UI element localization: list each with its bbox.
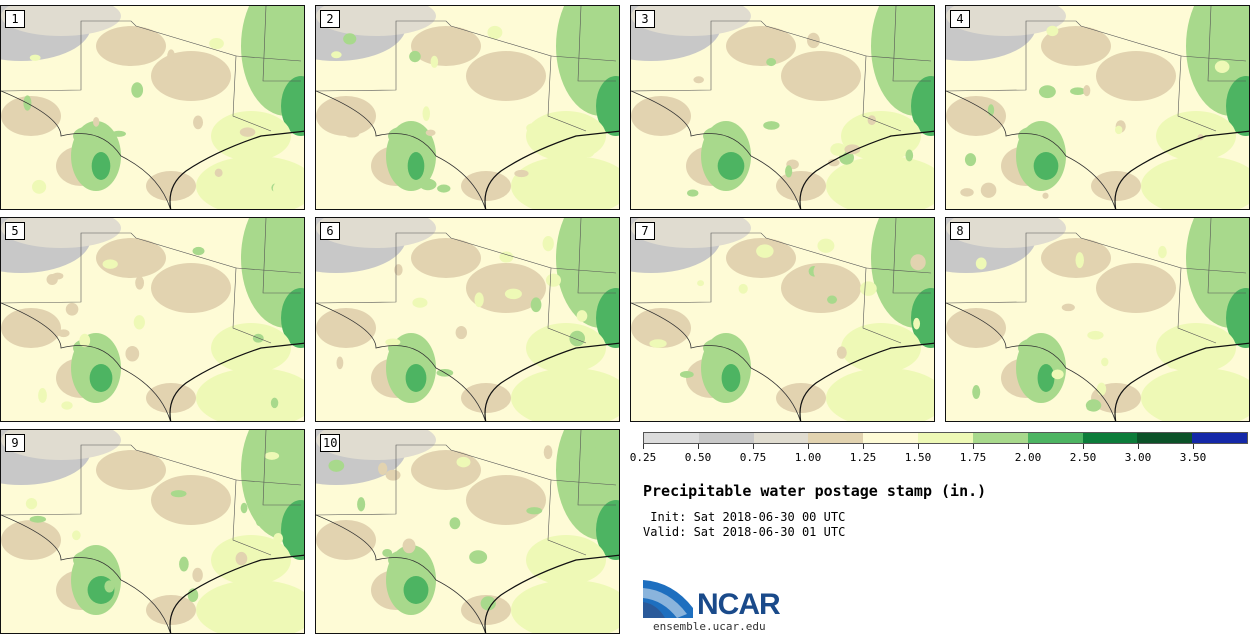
colorbar-tick xyxy=(918,444,919,449)
postage-stamp-panel: 4 xyxy=(945,5,1250,210)
colorbar-swatch xyxy=(698,433,754,443)
colorbar-tick-label: 0.75 xyxy=(739,451,767,464)
colorbar-tick-label: 0.50 xyxy=(684,451,712,464)
colorbar-tick xyxy=(1028,444,1029,449)
colorbar-tick-label: 1.25 xyxy=(849,451,877,464)
valid-time: Valid: Sat 2018-06-30 01 UTC xyxy=(643,525,846,539)
panel-number: 4 xyxy=(950,10,970,28)
colorbar-swatch xyxy=(808,433,864,443)
panel-number: 2 xyxy=(320,10,340,28)
colorbar-tick-label: 3.00 xyxy=(1124,451,1152,464)
colorbar-tick xyxy=(1193,444,1194,449)
panel-number: 10 xyxy=(320,434,341,452)
colorbar-tick-label: 2.50 xyxy=(1069,451,1097,464)
postage-stamp-panel: 9 xyxy=(0,429,305,634)
postage-stamp-panel: 5 xyxy=(0,217,305,422)
postage-stamp-panel: 6 xyxy=(315,217,620,422)
panel-number: 9 xyxy=(5,434,25,452)
init-time: Init: Sat 2018-06-30 00 UTC xyxy=(643,510,846,524)
colorbar-tick-label: 1.00 xyxy=(794,451,822,464)
colorbar-swatch xyxy=(972,433,1028,443)
colorbar-swatch xyxy=(918,433,973,443)
logo-url[interactable]: ensemble.ucar.edu xyxy=(653,620,766,633)
postage-stamp-panel: 7 xyxy=(630,217,935,422)
postage-stamp-panel: 10 xyxy=(315,429,620,634)
colorbar-tick-label: 3.50 xyxy=(1179,451,1207,464)
panel-number: 1 xyxy=(5,10,25,28)
colorbar-tick-label: 2.00 xyxy=(1014,451,1042,464)
colorbar-swatch xyxy=(1027,433,1083,443)
colorbar-tick xyxy=(643,444,644,449)
colorbar-tick xyxy=(753,444,754,449)
colorbar-tick-label: 0.25 xyxy=(629,451,657,464)
colorbar-swatch xyxy=(753,433,809,443)
colorbar xyxy=(643,432,1248,444)
colorbar-tick xyxy=(1083,444,1084,449)
colorbar-tick xyxy=(808,444,809,449)
colorbar-tick xyxy=(698,444,699,449)
colorbar-swatch xyxy=(1082,433,1138,443)
colorbar-tick-label: 1.50 xyxy=(904,451,932,464)
colorbar-tick xyxy=(863,444,864,449)
colorbar-swatch xyxy=(1192,433,1247,443)
colorbar-tick xyxy=(1138,444,1139,449)
panel-number: 8 xyxy=(950,222,970,240)
panel-number: 3 xyxy=(635,10,655,28)
plot-title: Precipitable water postage stamp (in.) xyxy=(643,482,987,500)
colorbar-swatch xyxy=(863,433,919,443)
panel-number: 5 xyxy=(5,222,25,240)
ncar-logo-text: NCAR xyxy=(697,588,781,621)
colorbar-tick-label: 1.75 xyxy=(959,451,987,464)
postage-stamp-panel: 1 xyxy=(0,5,305,210)
colorbar-tick xyxy=(973,444,974,449)
postage-stamp-panel: 3 xyxy=(630,5,935,210)
panel-number: 7 xyxy=(635,222,655,240)
postage-stamp-panel: 2 xyxy=(315,5,620,210)
postage-stamp-panel: 8 xyxy=(945,217,1250,422)
panel-number: 6 xyxy=(320,222,340,240)
colorbar-swatch xyxy=(644,433,699,443)
colorbar-swatch xyxy=(1137,433,1193,443)
ncar-logo-icon xyxy=(643,580,693,618)
